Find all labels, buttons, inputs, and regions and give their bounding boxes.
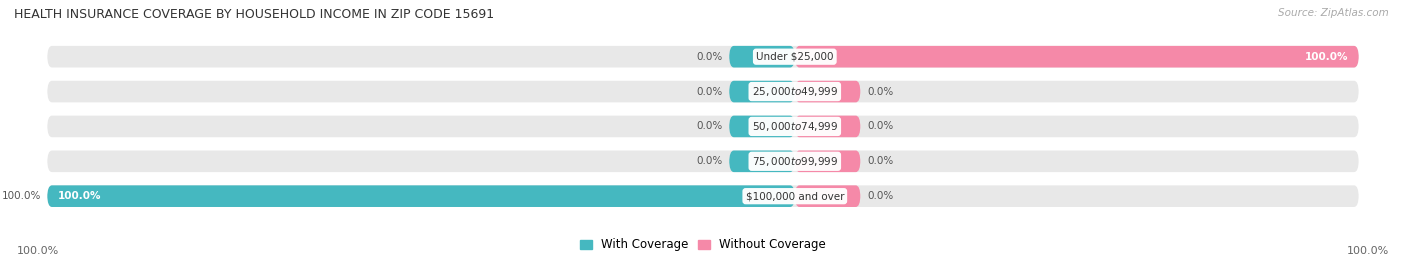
Text: 100.0%: 100.0%: [17, 246, 59, 256]
Text: 100.0%: 100.0%: [58, 191, 101, 201]
FancyBboxPatch shape: [730, 46, 794, 68]
FancyBboxPatch shape: [794, 81, 860, 102]
FancyBboxPatch shape: [794, 116, 860, 137]
Text: 0.0%: 0.0%: [868, 156, 893, 166]
FancyBboxPatch shape: [730, 81, 794, 102]
FancyBboxPatch shape: [794, 185, 860, 207]
FancyBboxPatch shape: [730, 116, 794, 137]
Text: 100.0%: 100.0%: [1305, 52, 1348, 62]
Text: 0.0%: 0.0%: [696, 52, 723, 62]
FancyBboxPatch shape: [794, 150, 860, 172]
Text: $100,000 and over: $100,000 and over: [745, 191, 844, 201]
Text: 0.0%: 0.0%: [696, 156, 723, 166]
Text: 100.0%: 100.0%: [1347, 246, 1389, 256]
FancyBboxPatch shape: [48, 185, 1358, 207]
Text: 0.0%: 0.0%: [868, 121, 893, 132]
Text: $50,000 to $74,999: $50,000 to $74,999: [752, 120, 838, 133]
Text: 0.0%: 0.0%: [868, 191, 893, 201]
FancyBboxPatch shape: [48, 185, 794, 207]
FancyBboxPatch shape: [48, 46, 1358, 68]
Text: $75,000 to $99,999: $75,000 to $99,999: [752, 155, 838, 168]
Text: Source: ZipAtlas.com: Source: ZipAtlas.com: [1278, 8, 1389, 18]
Text: 0.0%: 0.0%: [696, 87, 723, 97]
FancyBboxPatch shape: [794, 46, 1358, 68]
FancyBboxPatch shape: [48, 150, 1358, 172]
FancyBboxPatch shape: [48, 116, 1358, 137]
FancyBboxPatch shape: [48, 81, 1358, 102]
Text: 0.0%: 0.0%: [868, 87, 893, 97]
Text: Under $25,000: Under $25,000: [756, 52, 834, 62]
Text: 100.0%: 100.0%: [1, 191, 41, 201]
Text: HEALTH INSURANCE COVERAGE BY HOUSEHOLD INCOME IN ZIP CODE 15691: HEALTH INSURANCE COVERAGE BY HOUSEHOLD I…: [14, 8, 494, 21]
Text: 0.0%: 0.0%: [696, 121, 723, 132]
FancyBboxPatch shape: [730, 150, 794, 172]
Text: $25,000 to $49,999: $25,000 to $49,999: [752, 85, 838, 98]
Legend: With Coverage, Without Coverage: With Coverage, Without Coverage: [575, 234, 831, 256]
